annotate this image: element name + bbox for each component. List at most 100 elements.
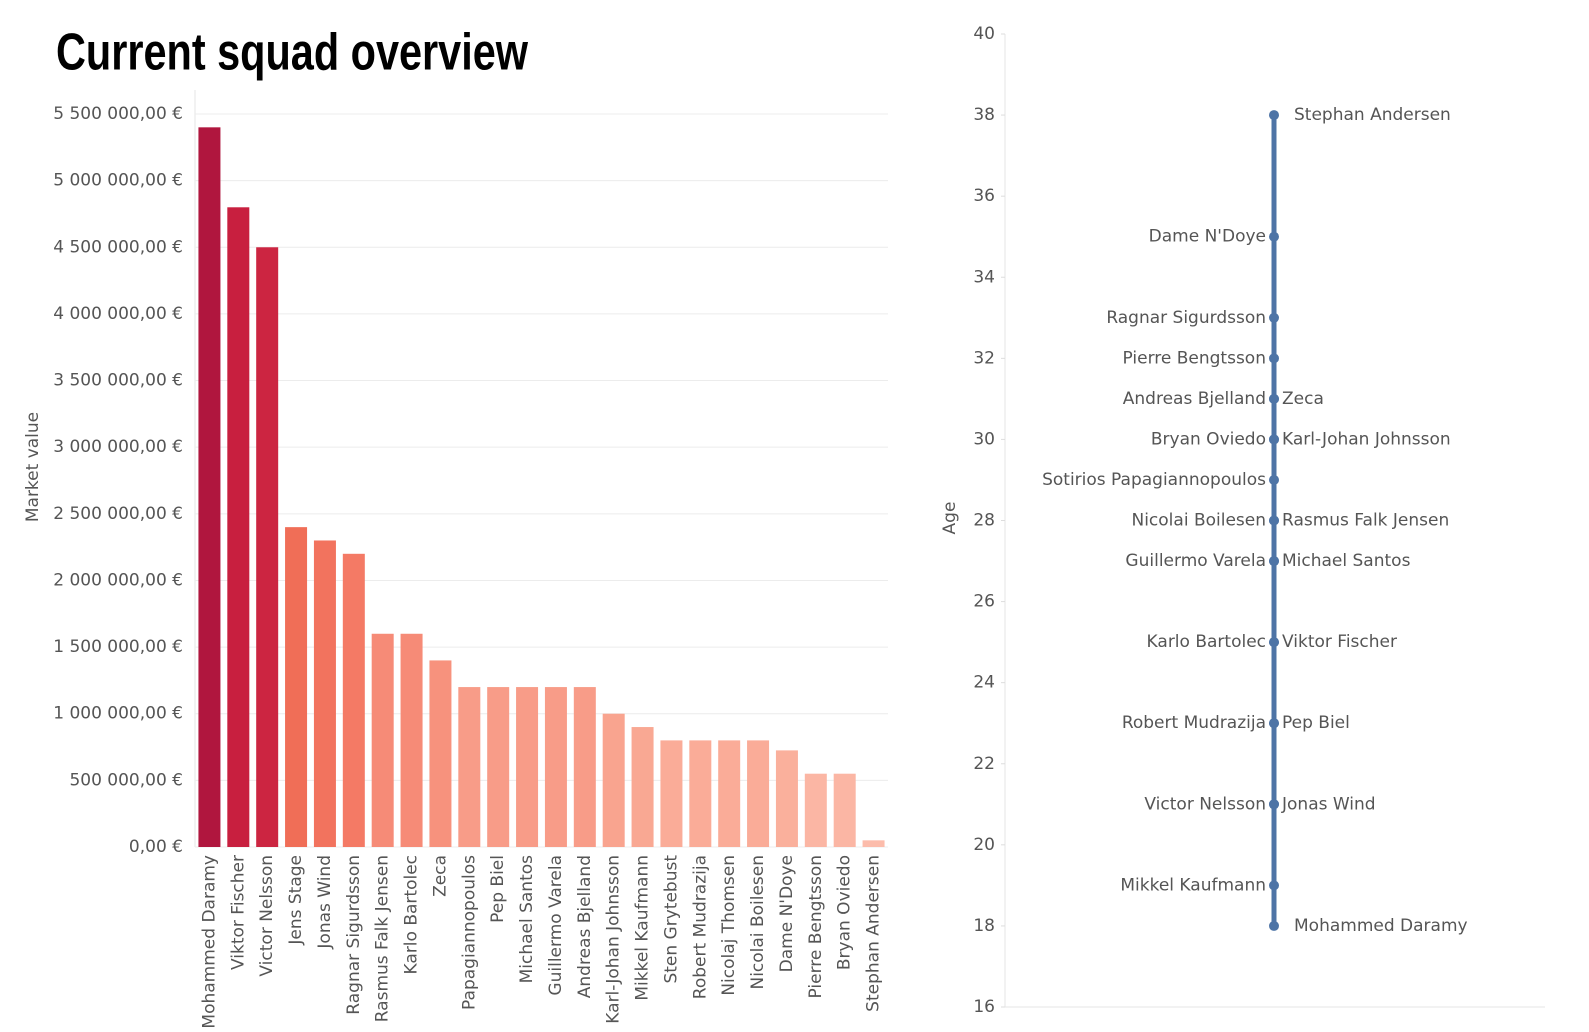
- y-tick-label: 40: [973, 24, 995, 44]
- bar: [544, 687, 567, 847]
- bar: [631, 727, 654, 847]
- point-label: Ragnar Sigurdsson: [1106, 308, 1266, 328]
- bar: [689, 740, 712, 847]
- point-label: Victor Nelsson: [1144, 794, 1266, 814]
- bar: [256, 247, 279, 848]
- y-tick-label: 2 000 000,00 €: [53, 570, 183, 590]
- x-tick-label: Guillermo Varela: [546, 855, 566, 996]
- y-tick-label: 16: [973, 997, 995, 1017]
- y-tick-label: 20: [973, 835, 995, 855]
- dot: [1269, 637, 1279, 648]
- dot: [1269, 393, 1279, 404]
- bar: [862, 840, 885, 847]
- y-tick-label: 30: [973, 429, 995, 449]
- bar: [313, 540, 336, 847]
- bar: [227, 207, 250, 848]
- bar: [718, 740, 741, 847]
- y-tick-label: 36: [973, 186, 995, 206]
- y-tick-label: 18: [973, 916, 995, 936]
- x-tick-label: Victor Nelsson: [257, 855, 277, 977]
- bar: [371, 633, 394, 847]
- bar: [516, 687, 539, 847]
- bar: [660, 740, 683, 847]
- y-tick-label: 3 500 000,00 €: [53, 371, 183, 391]
- bar: [833, 773, 856, 847]
- x-tick-label: Zeca: [430, 855, 450, 897]
- x-tick-label: Jonas Wind: [315, 855, 335, 950]
- x-tick-label: Pep Biel: [488, 855, 508, 923]
- x-tick-label: Rasmus Falk Jensen: [373, 855, 393, 1022]
- point-label: Karlo Bartolec: [1147, 632, 1266, 652]
- dot: [1269, 312, 1279, 323]
- y-tick-label: 4 500 000,00 €: [53, 237, 183, 257]
- bar: [342, 553, 365, 847]
- point-label: Pierre Bengtsson: [1123, 348, 1266, 368]
- y-tick-label: 22: [973, 754, 995, 774]
- point-label: Andreas Bjelland: [1123, 389, 1266, 409]
- y-tick-label: 34: [973, 267, 995, 287]
- dot: [1269, 880, 1279, 891]
- y-axis-title: Age: [940, 502, 960, 535]
- dot: [1269, 434, 1279, 445]
- x-tick-label: Dame N'Doye: [777, 855, 797, 972]
- y-tick-label: 4 000 000,00 €: [53, 304, 183, 324]
- point-label: Bryan Oviedo: [1151, 429, 1266, 449]
- dot: [1269, 515, 1279, 526]
- bar: [400, 633, 423, 847]
- bar: [429, 660, 452, 847]
- x-tick-label: Ragnar Sigurdsson: [344, 855, 364, 1015]
- y-tick-label: 3 000 000,00 €: [53, 437, 183, 457]
- point-label: Mikkel Kaufmann: [1120, 875, 1266, 895]
- bar: [602, 713, 625, 847]
- y-tick-label: 26: [973, 592, 995, 612]
- x-tick-label: Sten Grytebust: [661, 855, 681, 984]
- bar: [573, 687, 596, 847]
- y-tick-label: 5 500 000,00 €: [53, 104, 183, 124]
- bar: [804, 773, 827, 847]
- point-label: Michael Santos: [1282, 551, 1411, 571]
- bar: [775, 750, 798, 847]
- bar: [285, 527, 308, 847]
- point-label: Viktor Fischer: [1282, 632, 1397, 652]
- x-tick-label: Karl-Johan Johnsson: [604, 855, 624, 1024]
- y-tick-label: 28: [973, 511, 995, 531]
- x-tick-label: Nicolai Boilesen: [748, 855, 768, 990]
- y-tick-label: 1 500 000,00 €: [53, 637, 183, 657]
- page-title: Current squad overview: [56, 24, 528, 82]
- point-label: Stephan Andersen: [1294, 105, 1451, 125]
- y-tick-label: 2 500 000,00 €: [53, 504, 183, 524]
- y-tick-label: 32: [973, 348, 995, 368]
- x-tick-label: Michael Santos: [517, 855, 537, 984]
- x-tick-label: Andreas Bjelland: [575, 855, 595, 998]
- y-tick-label: 1 000 000,00 €: [53, 704, 183, 724]
- y-tick-label: 38: [973, 105, 995, 125]
- dot: [1269, 353, 1279, 364]
- point-label: Robert Mudrazija: [1122, 713, 1266, 733]
- y-tick-label: 0,00 €: [129, 837, 183, 857]
- dot: [1269, 110, 1279, 121]
- x-tick-label: Mikkel Kaufmann: [633, 855, 653, 1001]
- dot: [1269, 556, 1279, 567]
- point-label: Guillermo Varela: [1125, 551, 1266, 571]
- bar: [458, 687, 481, 847]
- bar: [747, 740, 770, 847]
- x-tick-label: Pierre Bengtsson: [806, 855, 826, 998]
- x-tick-label: Nicolaj Thomsen: [719, 855, 739, 996]
- y-tick-label: 24: [973, 673, 995, 693]
- point-label: Pep Biel: [1282, 713, 1350, 733]
- bar: [487, 687, 510, 847]
- dot: [1269, 474, 1279, 485]
- x-tick-label: Papagiannopoulos: [459, 855, 479, 1010]
- y-tick-label: 5 000 000,00 €: [53, 171, 183, 191]
- dot: [1269, 718, 1279, 729]
- dot: [1269, 799, 1279, 810]
- x-tick-label: Bryan Oviedo: [835, 855, 855, 970]
- point-label: Mohammed Daramy: [1294, 916, 1468, 936]
- point-label: Nicolai Boilesen: [1131, 511, 1266, 531]
- x-tick-label: Robert Mudrazija: [690, 855, 710, 999]
- dot: [1269, 920, 1279, 931]
- x-tick-label: Viktor Fischer: [228, 855, 248, 970]
- point-label: Jonas Wind: [1281, 794, 1376, 814]
- x-tick-label: Karlo Bartolec: [402, 855, 422, 974]
